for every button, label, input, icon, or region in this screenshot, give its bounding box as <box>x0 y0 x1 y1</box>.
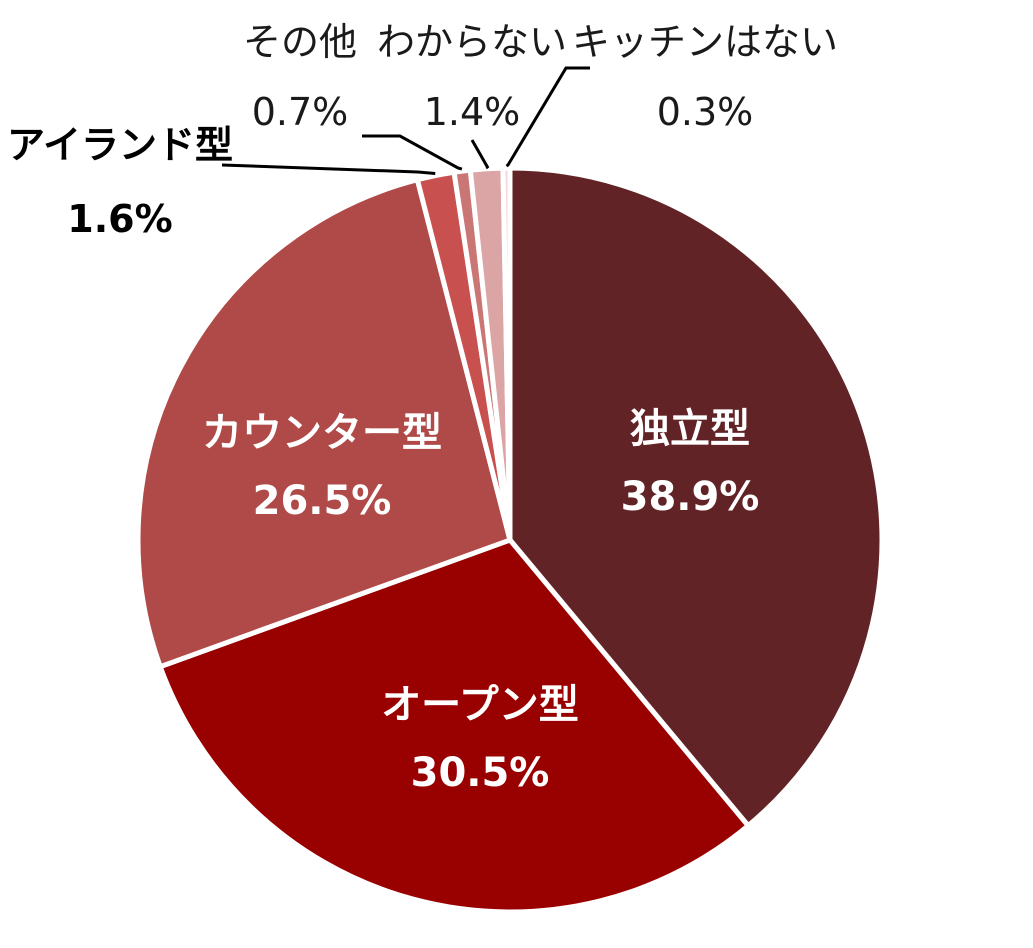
slice-value-independent: 38.9% <box>621 474 760 520</box>
leader-line-island <box>221 163 436 176</box>
pie-slice-counter <box>135 177 513 670</box>
slice-value-counter: 26.5% <box>253 478 392 524</box>
pie-slice-no-kitchen <box>500 165 513 543</box>
leader-lines <box>221 66 590 176</box>
slice-value-island: 1.6% <box>67 197 172 241</box>
slice-label-island: アイランド型 <box>7 123 233 167</box>
pie-slice-independent <box>507 165 885 829</box>
leader-line-no-kitchen <box>505 66 590 168</box>
slice-label-counter: カウンター型 <box>202 410 442 456</box>
slice-value-open: 30.5% <box>411 750 550 796</box>
leader-line-other <box>362 134 463 171</box>
slice-value-other: 0.7% <box>252 90 349 134</box>
slice-label-other: その他 <box>243 20 357 64</box>
pie-slice-open <box>157 537 751 915</box>
slice-label-open: オープン型 <box>381 682 579 728</box>
slice-label-no-kitchen: キッチンはない <box>572 20 838 64</box>
slice-label-unknown: わからない <box>377 20 567 64</box>
leader-line-unknown <box>470 139 490 170</box>
slice-value-unknown: 1.4% <box>424 90 521 134</box>
slice-label-independent: 独立型 <box>630 406 750 452</box>
slice-value-no-kitchen: 0.3% <box>657 90 754 134</box>
pie-slices <box>135 165 885 915</box>
